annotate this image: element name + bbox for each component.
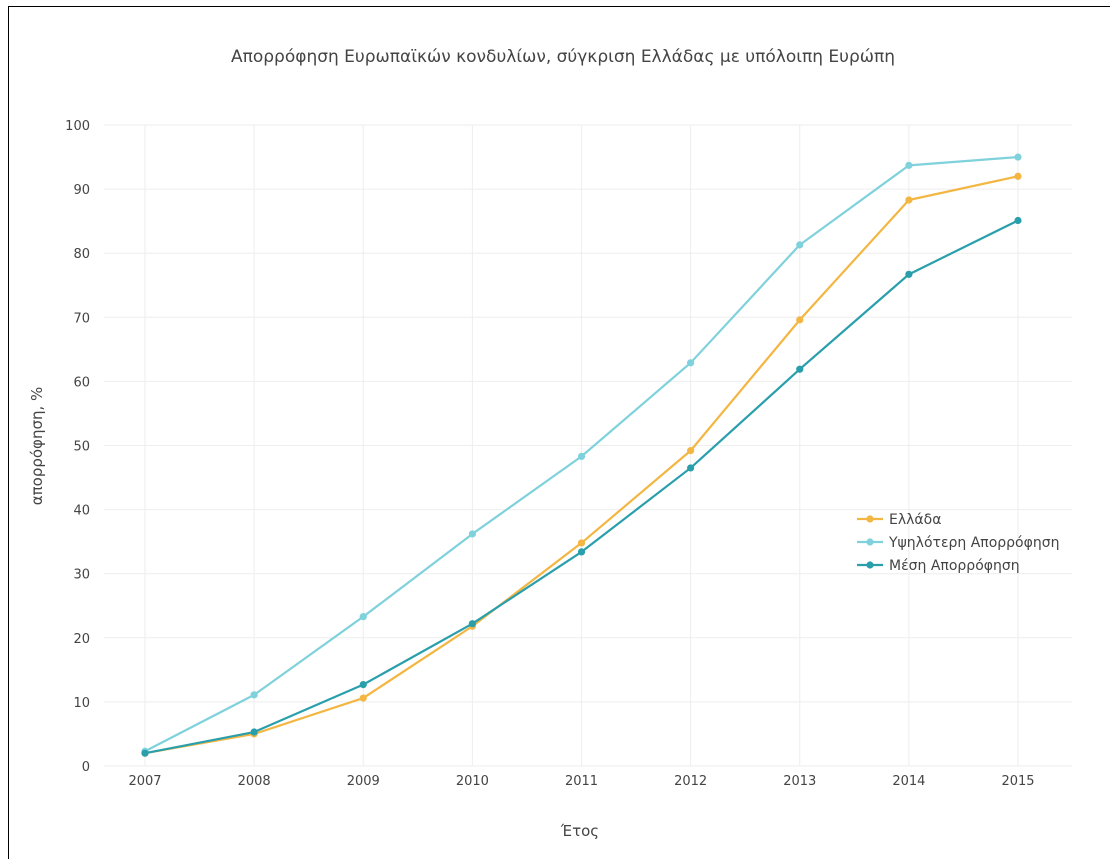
legend-swatch-marker [866, 538, 874, 546]
x-tick-label: 2013 [783, 774, 816, 789]
y-axis-ticks: 0 10 20 30 40 50 60 70 80 90 100 [65, 119, 90, 775]
legend-swatch-marker [866, 515, 874, 523]
y-tick-label: 100 [65, 119, 90, 134]
x-tick-label: 2012 [674, 774, 707, 789]
data-point[interactable] [1014, 153, 1022, 161]
y-tick-label: 10 [73, 696, 90, 711]
x-tick-label: 2009 [347, 774, 380, 789]
x-tick-label: 2014 [892, 774, 925, 789]
data-point[interactable] [1014, 216, 1022, 225]
y-tick-label: 90 [73, 183, 90, 198]
legend-swatch-marker [866, 561, 874, 569]
data-point[interactable] [796, 316, 804, 324]
legend-label: Μέση Απορρόφηση [889, 558, 1020, 574]
x-tick-label: 2010 [456, 774, 489, 789]
x-axis-label: Έτος [560, 822, 599, 840]
data-point[interactable] [468, 530, 476, 538]
data-point[interactable] [577, 452, 586, 460]
legend-label: Ελλάδα [889, 512, 941, 528]
data-point[interactable] [250, 691, 258, 699]
data-point[interactable] [796, 365, 804, 373]
x-tick-label: 2007 [128, 774, 161, 789]
grid [104, 124, 1072, 767]
series-2 [141, 216, 1022, 757]
x-tick-label: 2015 [1001, 774, 1034, 789]
data-point[interactable] [577, 548, 586, 556]
legend: Ελλάδα Υψηλότερη Απορρόφηση Μέση Απορρόφησ… [857, 512, 1059, 574]
x-tick-label: 2008 [238, 774, 271, 789]
legend-item[interactable]: Υψηλότερη Απορρόφηση [857, 535, 1059, 551]
data-point[interactable] [905, 161, 913, 169]
legend-item[interactable]: Μέση Απορρόφηση [857, 558, 1020, 574]
chart-frame [8, 6, 1110, 859]
data-point[interactable] [687, 359, 695, 367]
x-axis-ticks: 2007 2008 2009 2010 2011 2012 2013 2014 2015 [128, 774, 1034, 789]
data-point[interactable] [796, 241, 804, 249]
chart-title: Απορρόφηση Ευρωπαϊκών κονδυλίων, σύγκρισ… [231, 47, 895, 67]
y-tick-label: 0 [82, 760, 90, 775]
data-point[interactable] [359, 613, 367, 621]
y-tick-label: 20 [73, 632, 90, 647]
data-point[interactable] [1014, 172, 1022, 180]
data-point[interactable] [359, 694, 367, 702]
data-point[interactable] [141, 749, 149, 757]
data-point[interactable] [687, 464, 695, 472]
data-point[interactable] [250, 728, 258, 736]
y-tick-label: 80 [73, 247, 90, 262]
legend-item[interactable]: Ελλάδα [857, 512, 941, 528]
y-tick-label: 70 [73, 311, 90, 326]
x-tick-label: 2011 [565, 774, 598, 789]
data-point[interactable] [577, 539, 586, 547]
series-layer [141, 153, 1022, 757]
y-tick-label: 30 [73, 568, 90, 583]
data-point[interactable] [468, 620, 476, 628]
y-tick-label: 50 [73, 440, 90, 455]
data-point[interactable] [359, 680, 367, 689]
data-point[interactable] [905, 196, 913, 204]
data-point[interactable] [687, 447, 695, 455]
y-axis-label: απορρόφηση, % [28, 387, 46, 506]
y-tick-label: 40 [73, 504, 90, 519]
data-point[interactable] [905, 270, 913, 278]
legend-label: Υψηλότερη Απορρόφηση [888, 535, 1059, 551]
y-tick-label: 60 [73, 375, 90, 390]
